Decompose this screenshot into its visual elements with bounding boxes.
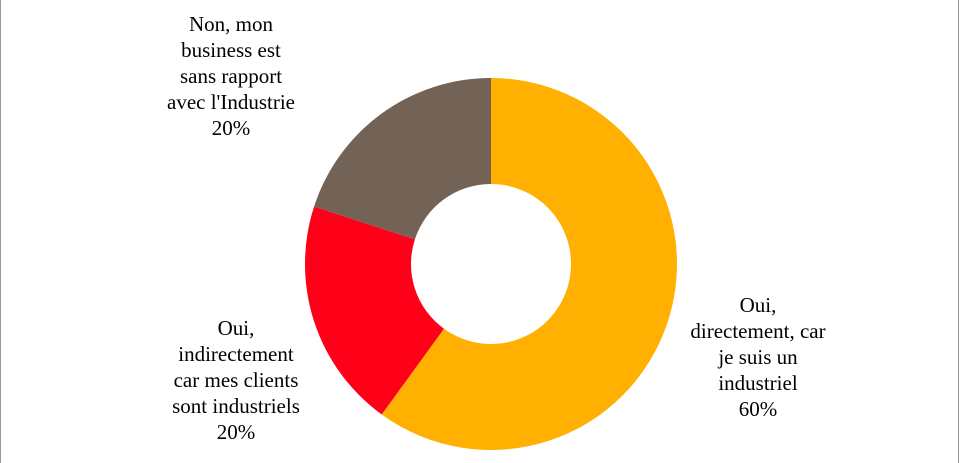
slice-non-rapport xyxy=(314,78,491,240)
label-line: car mes clients xyxy=(173,368,299,392)
label-line: je suis un xyxy=(718,345,798,369)
label-line: Oui, xyxy=(217,316,255,340)
label-line: industriel xyxy=(718,371,798,395)
slice-label-indirectement: Oui, indirectement car mes clients sont … xyxy=(141,315,331,445)
label-line: avec l'Industrie xyxy=(167,90,295,114)
percent-label: 20% xyxy=(216,420,256,444)
label-line: business est xyxy=(181,38,281,62)
slice-directement xyxy=(381,78,677,450)
percent-label: 60% xyxy=(738,397,778,421)
label-line: sans rapport xyxy=(179,64,283,88)
label-line: Oui, xyxy=(739,293,777,317)
label-line: Non, mon xyxy=(189,12,273,36)
percent-label: 20% xyxy=(211,116,251,140)
slice-label-directement: Oui, directement, car je suis un industr… xyxy=(663,292,853,422)
slice-label-non: Non, mon business est sans rapport avec … xyxy=(136,11,326,141)
label-line: indirectement xyxy=(178,342,294,366)
label-line: sont industriels xyxy=(172,394,300,418)
slice-indirectement xyxy=(304,206,444,415)
label-line: directement, car xyxy=(690,319,826,343)
